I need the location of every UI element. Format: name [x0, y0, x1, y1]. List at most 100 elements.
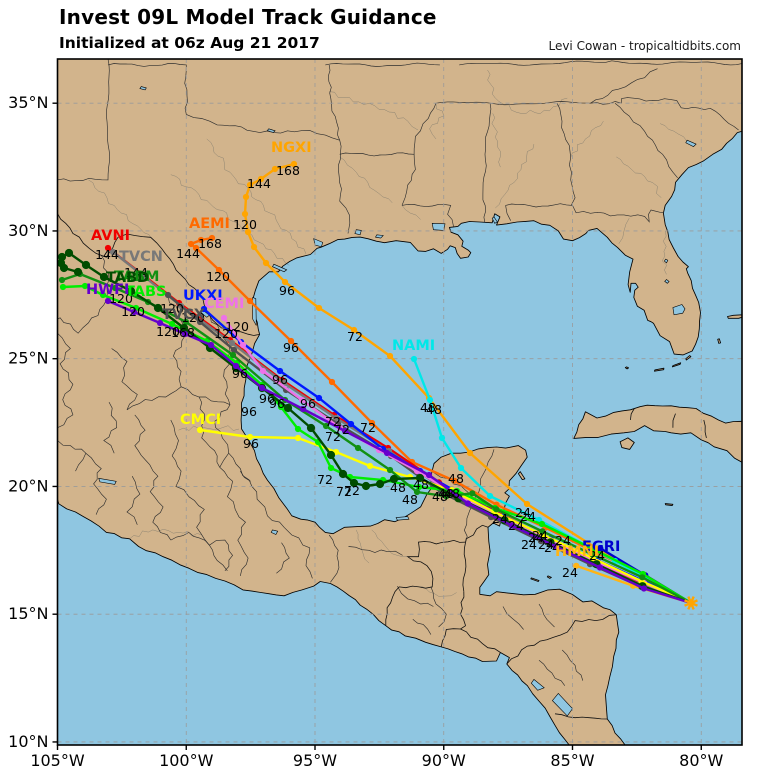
river [355, 529, 370, 564]
state-border [339, 152, 415, 157]
y-tick-label: 20°N [8, 476, 48, 495]
state-border [209, 545, 228, 571]
lake [685, 139, 697, 147]
lake [270, 529, 279, 535]
axis-ticks: 105°W 100°W 95°W 90°W 85°W 80°W 10°N 15°N 20°N 25… [8, 93, 723, 768]
hour-label-egri: 24 [589, 548, 605, 563]
track-dot [589, 545, 597, 553]
model-label-hwfi: HWFI [86, 282, 129, 298]
state-border [538, 659, 566, 686]
track-dot [59, 283, 67, 291]
state-border [228, 452, 310, 549]
hour-label-cemi: 120 [225, 319, 249, 334]
model-label-tvcx: TVCX [162, 307, 205, 323]
track-dot [230, 346, 238, 354]
state-border [412, 619, 432, 635]
country-border [465, 524, 489, 543]
hour-label-aemi: 48 [444, 486, 460, 501]
country-border [630, 408, 635, 421]
genesis-dot [687, 599, 695, 607]
track-dot [164, 291, 172, 299]
state-border [401, 103, 437, 206]
track-dot [187, 240, 195, 248]
state-border [107, 63, 188, 115]
x-tick-label: 95°W [293, 751, 337, 768]
river [371, 529, 408, 557]
lake [395, 516, 410, 521]
river [491, 113, 501, 168]
land-polygon [671, 362, 682, 368]
track-dot [327, 464, 335, 472]
hour-label-cemi: 48 [432, 489, 448, 504]
track-dot [443, 493, 450, 500]
model-label-tabd: TABD [106, 270, 149, 286]
map-layers: 2448729612014416848729612014416824721201… [57, 59, 742, 745]
track-dot [271, 165, 279, 173]
model-label-egri: EGRI [582, 539, 620, 555]
hour-label-cmci: 72 [325, 429, 341, 444]
init-time-subtitle: Initialized at 06z Aug 21 2017 [59, 34, 320, 52]
track-dot [640, 585, 648, 592]
track-dot [451, 477, 458, 484]
hour-label-avni: 120 [160, 301, 184, 316]
state-border [126, 386, 231, 411]
state-border [327, 64, 341, 141]
track-dot [523, 500, 531, 508]
state-border [590, 68, 658, 104]
track-dot [156, 319, 164, 327]
hour-label-hwfi: 120 [109, 291, 133, 306]
x-tick-label: 80°W [679, 751, 723, 768]
track-hwfi [104, 297, 693, 605]
x-tick-label: 90°W [422, 751, 466, 768]
state-border [111, 348, 138, 410]
land-polygon [685, 355, 692, 361]
track-dot [207, 341, 215, 349]
track-dot [259, 367, 267, 375]
state-border [57, 59, 111, 182]
track-dot [104, 297, 112, 305]
river [339, 156, 393, 203]
hour-label-tabs: 24 [492, 511, 508, 526]
track-dot [350, 326, 358, 334]
hour-label-tvcn: 48 [413, 477, 429, 492]
land-polygon [573, 404, 742, 463]
river [495, 144, 535, 209]
state-border [126, 476, 141, 525]
track-dot [366, 462, 374, 470]
track-dot [453, 487, 460, 495]
track-dot [368, 419, 376, 427]
hour-label-aemi: 120 [206, 269, 230, 284]
track-dot [386, 352, 394, 360]
river [429, 103, 445, 140]
track-dot [126, 286, 136, 296]
hour-label-tabd: 96 [241, 404, 257, 419]
state-border [397, 585, 434, 607]
track-dot [59, 263, 69, 273]
state-border [171, 455, 190, 497]
state-border [219, 467, 236, 510]
state-border [57, 332, 74, 428]
country-borders [57, 213, 707, 720]
track-dot [298, 396, 306, 404]
land-polygon [619, 437, 635, 450]
land-polygon [624, 366, 630, 370]
state-border [621, 97, 739, 131]
hour-label-ngxi: 48 [420, 400, 436, 415]
track-dot [196, 318, 204, 326]
track-dot [573, 562, 580, 569]
state-border [240, 470, 251, 482]
country-border [703, 419, 707, 438]
track-dot [208, 234, 216, 242]
state-border [198, 396, 220, 468]
lake [431, 222, 446, 231]
model-label-cemi: CEMI [204, 296, 244, 312]
state-border [170, 419, 179, 456]
river [661, 230, 667, 275]
track-dot [99, 291, 107, 299]
state-border [186, 114, 340, 141]
country-border [506, 614, 617, 665]
track-dot [413, 488, 421, 496]
state-border [482, 103, 492, 223]
track-dot [197, 236, 205, 244]
